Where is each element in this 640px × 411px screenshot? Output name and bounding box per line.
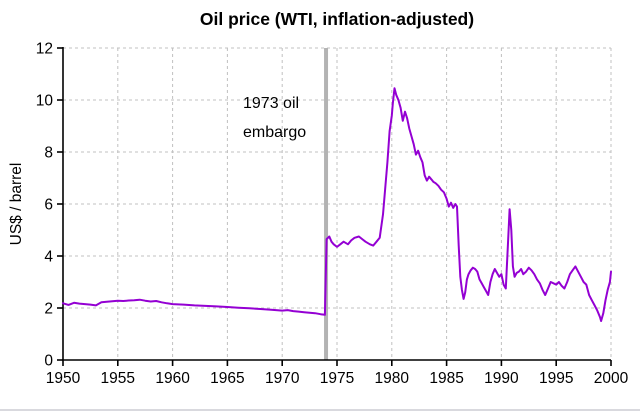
y-tick-label: 4 xyxy=(44,249,53,266)
bottom-border xyxy=(0,409,640,411)
chart-title: Oil price (WTI, inflation-adjusted) xyxy=(199,9,475,29)
y-tick-label: 6 xyxy=(44,197,53,214)
x-tick-label: 1980 xyxy=(375,370,410,387)
y-tick-label: 0 xyxy=(44,353,53,370)
annotation-line-1: 1973 oil xyxy=(243,95,300,112)
annotation-1973-embargo: 1973 oil embargo xyxy=(243,89,306,147)
x-tick-label: 1985 xyxy=(429,370,463,387)
x-tick-label: 2000 xyxy=(594,370,629,387)
y-tick-label: 10 xyxy=(36,93,54,110)
x-tick-label: 1955 xyxy=(101,370,135,387)
x-tick-label: 1995 xyxy=(539,370,573,387)
x-tick-label: 1965 xyxy=(210,370,244,387)
y-tick-label: 12 xyxy=(36,41,53,58)
x-tick-label: 1960 xyxy=(155,370,190,387)
annotation-line-2: embargo xyxy=(243,124,307,141)
x-tick-label: 1975 xyxy=(320,370,354,387)
price-line xyxy=(62,87,612,322)
x-tick-label: 1990 xyxy=(484,370,519,387)
y-tick-label: 2 xyxy=(44,301,53,318)
x-tick-label: 1950 xyxy=(46,370,81,387)
y-tick-label: 8 xyxy=(44,145,53,162)
x-tick-label: 1970 xyxy=(265,370,300,387)
